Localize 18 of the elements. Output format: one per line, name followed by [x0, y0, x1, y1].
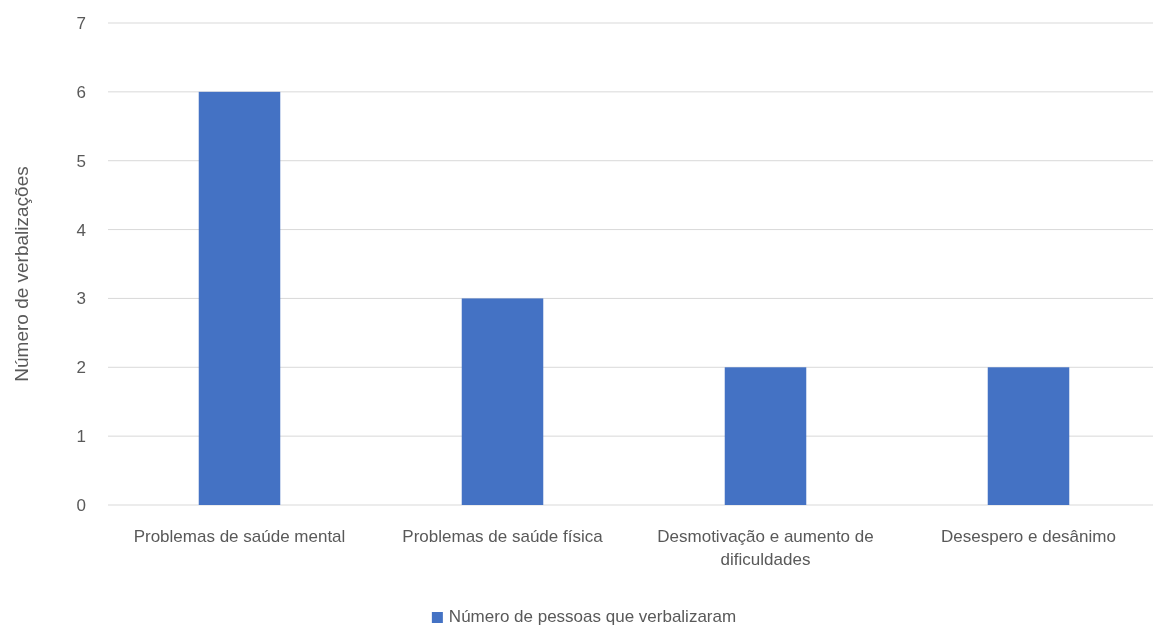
x-tick-label: Problemas de saúde mental: [133, 527, 346, 546]
y-tick-label: 3: [76, 289, 86, 309]
bar: [724, 367, 807, 505]
y-tick-label: 7: [76, 13, 86, 33]
y-tick-label: 2: [76, 358, 86, 378]
y-axis-title: Número de verbalizações: [11, 166, 32, 382]
x-tick-label: Desmotivação e aumento de dificuldades: [657, 527, 874, 569]
y-tick-label: 4: [76, 220, 86, 240]
bar: [461, 298, 544, 505]
y-tick-label: 0: [76, 495, 86, 515]
bar: [987, 367, 1070, 505]
legend-label: Número de pessoas que verbalizaram: [448, 607, 737, 626]
x-tick-label: Desespero e desânimo: [941, 527, 1116, 546]
x-tick-label: Problemas de saúde física: [402, 527, 604, 546]
bar: [198, 91, 281, 505]
y-tick-label: 5: [76, 151, 86, 171]
y-tick-label: 1: [76, 427, 86, 447]
y-tick-label: 6: [76, 82, 86, 102]
